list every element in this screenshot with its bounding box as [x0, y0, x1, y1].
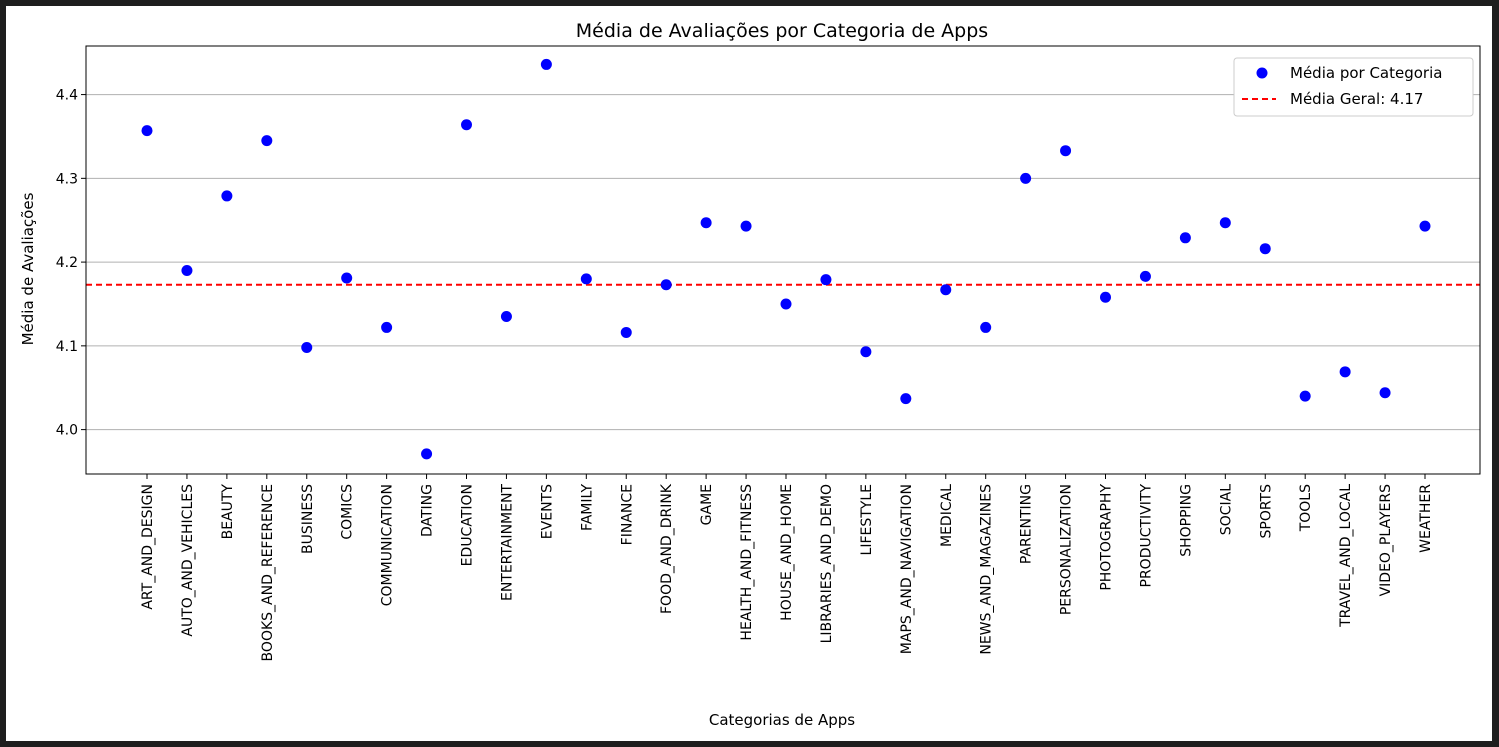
data-point	[1339, 366, 1351, 378]
x-tick-label: FOOD_AND_DRINK	[659, 483, 675, 614]
x-tick-label: BEAUTY	[220, 484, 236, 540]
x-tick-label: PARENTING	[1019, 484, 1035, 564]
x-tick-label: ENTERTAINMENT	[499, 484, 515, 601]
x-tick-label: COMMUNICATION	[380, 484, 396, 606]
x-tick-label: VIDEO_PLAYERS	[1378, 484, 1394, 597]
x-tick-label: SPORTS	[1258, 484, 1274, 539]
legend-label-mean-line: Média Geral: 4.17	[1290, 90, 1423, 108]
scatter-chart: Média de Avaliações por Categoria de App…	[19, 20, 1481, 729]
data-point	[421, 448, 433, 460]
data-point	[980, 321, 992, 333]
data-point	[461, 119, 472, 131]
plot-area-frame	[85, 45, 1481, 475]
x-tick-label: LIBRARIES_AND_DEMO	[819, 484, 835, 643]
legend-label-scatter: Média por Categoria	[1290, 64, 1442, 82]
x-tick-label: EVENTS	[539, 484, 555, 539]
x-axis-title: Categorias de Apps	[709, 711, 855, 729]
data-point	[301, 342, 313, 354]
x-tick-label: COMICS	[340, 484, 356, 540]
x-tick-label: NEWS_AND_MAGAZINES	[979, 484, 995, 655]
x-tick-label: PHOTOGRAPHY	[1099, 484, 1115, 591]
y-axis-title: Média de Avaliações	[19, 192, 37, 345]
x-tick-label: MAPS_AND_NAVIGATION	[899, 484, 915, 654]
x-axis-ticks: ART_AND_DESIGN AUTO_AND_VEHICLES BEAUTY BOO…	[140, 474, 1434, 661]
data-point	[820, 274, 832, 286]
x-tick-label: FINANCE	[619, 484, 635, 545]
data-point	[1379, 387, 1391, 399]
x-tick-label: BUSINESS	[300, 484, 316, 554]
x-tick-label: LIFESTYLE	[859, 484, 875, 555]
x-tick-label: ART_AND_DESIGN	[140, 484, 156, 610]
x-tick-label: HEALTH_AND_FITNESS	[739, 484, 755, 641]
x-tick-label: DATING	[420, 484, 436, 537]
data-point	[1299, 390, 1311, 402]
x-tick-label: FAMILY	[579, 484, 595, 531]
x-tick-label: TRAVEL_AND_LOCAL	[1338, 484, 1354, 628]
data-point	[860, 346, 872, 358]
y-tick-label: 4.2	[56, 255, 78, 271]
x-tick-label: SHOPPING	[1178, 484, 1194, 557]
y-tick-label: 4.0	[56, 423, 78, 439]
x-tick-label: HOUSE_AND_HOME	[779, 484, 795, 621]
x-tick-label: TOOLS	[1298, 484, 1314, 532]
x-tick-label: AUTO_AND_VEHICLES	[180, 484, 196, 637]
x-tick-label: WEATHER	[1418, 484, 1434, 553]
data-point	[381, 321, 393, 333]
data-point	[900, 393, 912, 405]
y-tick-label: 4.3	[56, 171, 78, 187]
data-point	[940, 284, 952, 296]
data-point	[620, 326, 632, 338]
chart-figure: Média de Avaliações por Categoria de App…	[6, 6, 1492, 741]
data-point	[1100, 291, 1111, 303]
legend-marker-scatter	[1256, 67, 1268, 79]
x-tick-label: GAME	[699, 484, 715, 525]
data-point	[1219, 217, 1231, 229]
legend-box	[1233, 57, 1474, 117]
y-tick-label: 4.4	[56, 88, 78, 104]
x-tick-label: MEDICAL	[939, 484, 955, 547]
data-point	[221, 190, 233, 202]
y-axis-ticks: 4.0 4.1 4.2 4.3 4.4	[56, 88, 86, 439]
data-point	[1259, 243, 1271, 255]
data-point	[780, 298, 792, 310]
data-point	[341, 272, 353, 284]
x-tick-label: SOCIAL	[1218, 484, 1234, 535]
chart-title: Média de Avaliações por Categoria de App…	[576, 20, 988, 42]
data-point	[181, 264, 193, 276]
data-point	[1419, 220, 1431, 232]
x-tick-label: EDUCATION	[460, 484, 476, 566]
y-tick-label: 4.1	[56, 339, 78, 355]
data-point	[1060, 145, 1072, 157]
data-point	[580, 273, 592, 285]
data-point	[261, 135, 273, 147]
data-point	[740, 220, 752, 232]
data-points	[141, 58, 1431, 460]
data-point	[141, 125, 153, 137]
data-point	[1020, 172, 1032, 184]
legend: Média por Categoria Média Geral: 4.17	[1233, 57, 1474, 117]
x-tick-label: PRODUCTIVITY	[1138, 484, 1154, 588]
x-tick-label: BOOKS_AND_REFERENCE	[260, 484, 276, 661]
grid-lines	[86, 94, 1480, 431]
x-tick-label: PERSONALIZATION	[1059, 484, 1075, 615]
data-point	[1139, 270, 1151, 282]
data-point	[660, 279, 672, 291]
data-point	[540, 58, 552, 70]
data-point	[1179, 232, 1191, 244]
data-point	[700, 217, 712, 229]
data-point	[500, 311, 512, 323]
